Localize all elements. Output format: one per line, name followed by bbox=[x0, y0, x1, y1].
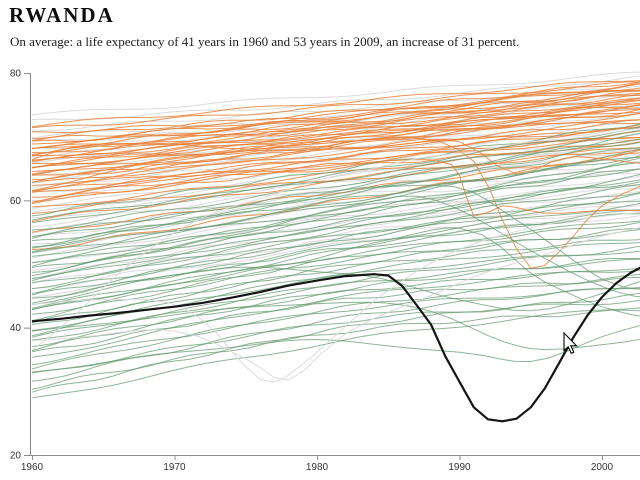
country-line-green[interactable] bbox=[31, 131, 640, 239]
country-line-green[interactable] bbox=[31, 146, 640, 252]
country-line-gray-notable[interactable] bbox=[31, 224, 640, 381]
country-line-green[interactable] bbox=[31, 229, 640, 315]
country-line-green[interactable] bbox=[31, 241, 640, 337]
country-line-green[interactable] bbox=[31, 176, 640, 282]
country-line-gray[interactable] bbox=[31, 74, 640, 121]
country-line-orange[interactable] bbox=[31, 99, 640, 163]
country-line-orange[interactable] bbox=[31, 85, 640, 145]
country-line-gray[interactable] bbox=[31, 71, 640, 116]
country-line-green[interactable] bbox=[31, 266, 640, 358]
country-line-gray[interactable] bbox=[31, 90, 640, 139]
x-tick-label: 1960 bbox=[21, 462, 44, 473]
country-line-green[interactable] bbox=[31, 171, 640, 279]
country-line-orange[interactable] bbox=[31, 146, 640, 214]
country-line-gray[interactable] bbox=[31, 191, 640, 271]
x-tick-label: 2000 bbox=[591, 462, 614, 473]
country-line-green-notable[interactable] bbox=[31, 184, 640, 290]
country-line-green-notable[interactable] bbox=[31, 301, 640, 351]
country-line-green[interactable] bbox=[31, 309, 640, 390]
country-line-gray[interactable] bbox=[31, 208, 640, 289]
country-line-gray[interactable] bbox=[31, 165, 640, 238]
country-line-gray-notable[interactable] bbox=[31, 127, 640, 351]
country-line-green[interactable] bbox=[31, 165, 640, 273]
country-line-orange[interactable] bbox=[31, 94, 640, 150]
mouse-cursor-icon bbox=[563, 331, 578, 355]
country-line-green[interactable] bbox=[31, 123, 640, 224]
country-line-green[interactable] bbox=[31, 284, 640, 382]
country-line-orange-notable[interactable] bbox=[31, 139, 640, 175]
country-line-gray[interactable] bbox=[31, 145, 640, 213]
country-line-orange-notable[interactable] bbox=[31, 136, 640, 269]
country-line-green[interactable] bbox=[31, 273, 640, 370]
country-line-green[interactable] bbox=[31, 244, 640, 341]
country-line-green[interactable] bbox=[31, 137, 640, 248]
country-line-orange[interactable] bbox=[31, 80, 640, 149]
axes: 20 40 60 80 1960 1970 1980 1990 2000 bbox=[10, 69, 640, 473]
country-line-green[interactable] bbox=[31, 119, 640, 217]
country-line-green[interactable] bbox=[31, 237, 640, 324]
country-lines bbox=[31, 71, 640, 399]
country-line-green-notable[interactable] bbox=[31, 195, 640, 298]
country-line-green[interactable] bbox=[31, 257, 640, 352]
country-line-orange[interactable] bbox=[31, 107, 640, 176]
y-tick-label: 60 bbox=[10, 196, 22, 207]
country-line-green-notable[interactable] bbox=[31, 227, 640, 318]
country-line-orange[interactable] bbox=[31, 122, 640, 191]
country-line-green[interactable] bbox=[31, 153, 640, 257]
country-line-green[interactable] bbox=[31, 188, 640, 296]
country-line-green[interactable] bbox=[31, 135, 640, 231]
country-line-gray-notable[interactable] bbox=[31, 210, 640, 383]
country-line-orange[interactable] bbox=[31, 107, 640, 183]
country-line-orange[interactable] bbox=[31, 93, 640, 161]
y-tick-label: 80 bbox=[10, 69, 22, 80]
country-line-green[interactable] bbox=[31, 200, 640, 306]
y-tick-label: 40 bbox=[10, 323, 22, 334]
country-line-orange[interactable] bbox=[31, 137, 640, 208]
x-tick-label: 1980 bbox=[306, 462, 329, 473]
country-line-green[interactable] bbox=[31, 200, 640, 284]
country-line-green[interactable] bbox=[31, 219, 640, 321]
country-line-orange[interactable] bbox=[31, 127, 640, 193]
country-line-green[interactable] bbox=[31, 287, 640, 366]
country-line-orange[interactable] bbox=[31, 99, 640, 172]
country-line-green[interactable] bbox=[31, 183, 640, 290]
country-line-green[interactable] bbox=[31, 258, 640, 338]
page-title: RWANDA bbox=[9, 3, 115, 27]
country-line-gray[interactable] bbox=[31, 110, 640, 168]
country-line-green-notable[interactable] bbox=[31, 321, 640, 373]
country-line-green[interactable] bbox=[31, 155, 640, 267]
country-line-green[interactable] bbox=[31, 218, 640, 309]
rwanda-line[interactable] bbox=[31, 259, 640, 423]
x-tick-label: 1990 bbox=[448, 462, 471, 473]
country-line-green[interactable] bbox=[31, 228, 640, 326]
country-line-orange[interactable] bbox=[31, 78, 640, 140]
country-line-gray[interactable] bbox=[31, 93, 640, 143]
country-line-green[interactable] bbox=[31, 276, 640, 353]
country-line-green[interactable] bbox=[31, 152, 640, 242]
country-line-green[interactable] bbox=[31, 306, 640, 399]
country-line-orange[interactable] bbox=[31, 79, 640, 128]
x-tick-label: 1970 bbox=[163, 462, 186, 473]
country-line-orange[interactable] bbox=[31, 95, 640, 161]
page-subtitle: On average: a life expectancy of 41 year… bbox=[10, 34, 520, 49]
country-line-green-notable[interactable] bbox=[31, 266, 640, 312]
country-line-orange-notable[interactable] bbox=[31, 159, 640, 217]
y-tick-label: 20 bbox=[10, 451, 22, 462]
country-line-green[interactable] bbox=[31, 128, 640, 221]
country-line-gray[interactable] bbox=[31, 196, 640, 280]
